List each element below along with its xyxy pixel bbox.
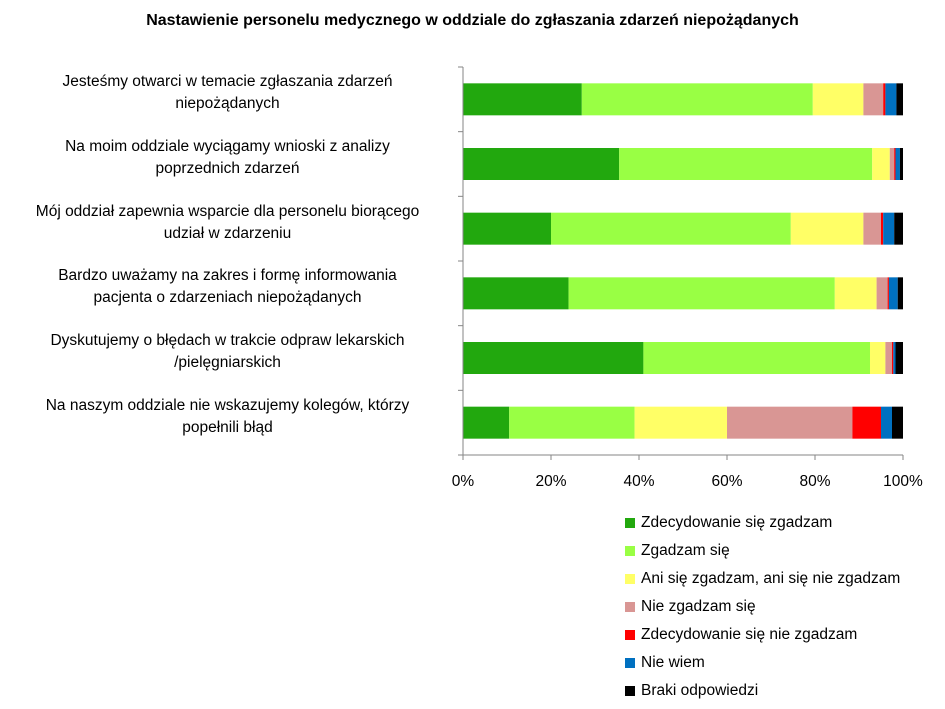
legend-swatch [625, 686, 635, 696]
legend-label: Zdecydowanie się zgadzam [641, 514, 833, 531]
bar-segment-5-6 [893, 342, 896, 374]
legend-swatch [625, 546, 635, 556]
bar-segment-4-2 [568, 277, 835, 310]
legend-label: Nie wiem [641, 654, 705, 671]
category-label-line: Bardzo uważamy na zakres i formę informo… [58, 267, 397, 285]
bar-segment-3-1 [463, 212, 551, 245]
category-label-line: /pielęgniarskich [174, 354, 281, 371]
category-label: Jesteśmy otwarci w temacie zgłaszania zd… [10, 71, 445, 115]
category-label: Na naszym oddziale nie wskazujemy kolegó… [10, 395, 445, 439]
category-label-line: poprzednich zdarzeń [155, 160, 300, 177]
bar-segment-2-4 [889, 148, 895, 180]
category-label-line: Na moim oddziale wyciągamy wnioski z ana… [65, 138, 390, 155]
x-tick-label: 60% [711, 473, 742, 490]
bar-segment-2-1 [463, 148, 620, 180]
bar-segment-5-3 [870, 342, 886, 374]
category-label: Dyskutujemy o błędach w trakcie odpraw l… [10, 330, 445, 374]
bar-segment-6-7 [892, 406, 903, 439]
bar-segment-5-4 [885, 342, 892, 374]
bar-segment-2-3 [872, 148, 890, 180]
legend-swatch [625, 518, 635, 528]
bar-segment-5-7 [895, 342, 903, 374]
legend-swatch [625, 574, 635, 584]
category-label-line: niepożądanych [175, 95, 280, 113]
bar-segment-3-4 [863, 212, 881, 245]
bar-segment-6-1 [463, 406, 510, 439]
category-label-line: popełnili błąd [182, 418, 273, 436]
bar-segment-3-7 [894, 212, 903, 245]
category-label: Mój oddział zapewnia wsparcie dla person… [10, 201, 445, 245]
bar-segment-6-5 [852, 406, 881, 439]
bar-segment-2-2 [619, 148, 873, 180]
bar-segment-1-3 [812, 83, 864, 116]
bar-segment-3-3 [790, 212, 864, 245]
bar-segment-6-6 [881, 406, 892, 439]
bar-segment-6-3 [634, 406, 727, 439]
category-label-line: udział w zdarzeniu [163, 224, 292, 242]
bar-segment-2-6 [895, 148, 900, 180]
legend-label: Zdecydowanie się nie zgadzam [641, 626, 858, 643]
category-label-line: Dyskutujemy o błędach w trakcie odpraw l… [50, 332, 405, 349]
bar-segment-3-5 [881, 212, 884, 245]
legend-label: Zgadzam się [641, 542, 730, 559]
bar-segment-5-1 [463, 342, 644, 374]
bar-segment-4-4 [876, 277, 888, 310]
bar-segment-4-1 [463, 277, 569, 310]
bar-segment-2-5 [894, 148, 896, 180]
category-label-line: Mój oddział zapewnia wsparcie dla person… [35, 202, 420, 220]
bar-segment-4-7 [897, 277, 903, 310]
bar-segment-4-6 [888, 277, 898, 310]
bar-segment-4-3 [834, 277, 877, 310]
bar-segment-6-4 [727, 406, 853, 439]
bar-segment-1-7 [896, 83, 903, 116]
bar-segment-5-5 [892, 342, 894, 374]
bar-segment-6-2 [509, 406, 635, 439]
category-label-line: Na naszym oddziale nie wskazujemy kolegó… [45, 396, 410, 414]
x-tick-label: 100% [883, 473, 923, 490]
chart-title: Nastawienie personelu medycznego w oddzi… [146, 12, 799, 29]
x-tick-label: 0% [452, 473, 475, 490]
bar-segment-1-2 [581, 83, 813, 116]
category-label: Na moim oddziale wyciągamy wnioski z ana… [10, 136, 445, 180]
bar-segment-1-5 [883, 83, 886, 116]
bar-segment-1-6 [885, 83, 897, 116]
category-label-line: Jesteśmy otwarci w temacie zgłaszania zd… [62, 73, 393, 91]
x-tick-label: 80% [799, 473, 830, 490]
legend-swatch [625, 602, 635, 612]
legend-swatch [625, 630, 635, 640]
category-label: Bardzo uważamy na zakres i formę informo… [10, 265, 445, 309]
x-tick-label: 40% [623, 473, 654, 490]
bar-segment-3-6 [883, 212, 895, 245]
x-tick-label: 20% [535, 473, 566, 490]
stacked-bar-chart: 0% 20% 40% 60% 80% 100% [452, 66, 923, 490]
legend-label: Nie zgadzam się [641, 598, 756, 615]
bar-segment-4-5 [887, 277, 889, 310]
bar-segment-2-7 [899, 148, 903, 180]
legend-label: Ani się zgadzam, ani się nie zgadzam [641, 570, 901, 587]
bar-segment-1-4 [863, 83, 884, 116]
bar-segment-3-2 [551, 212, 791, 245]
legend-label: Braki odpowiedzi [641, 682, 759, 699]
bar-segment-5-2 [643, 342, 870, 374]
bar-segment-1-1 [463, 83, 582, 116]
category-label-line: pacjenta o zdarzeniach niepożądanych [93, 289, 362, 307]
legend-swatch [625, 658, 635, 668]
